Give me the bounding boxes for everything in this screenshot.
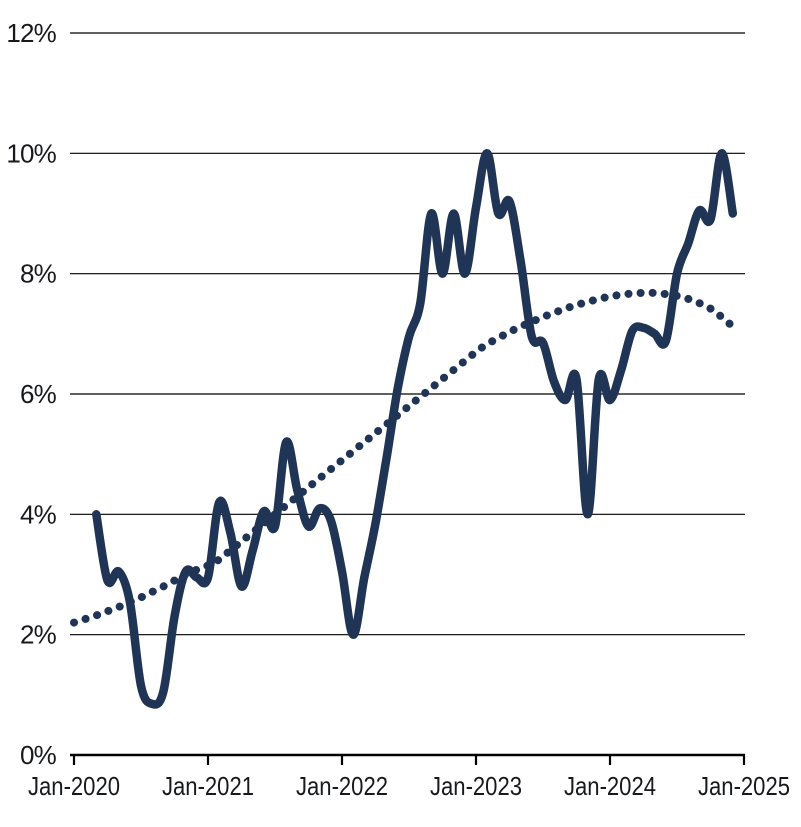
x-axis — [70, 753, 746, 765]
axis-labels: 0% 2% 4% 6% 8% 10% 12% Jan-2020 Jan-2021 Jan-2022… — [6, 18, 790, 801]
chart-series — [70, 149, 738, 709]
y-axis-tick-label: 6% — [20, 379, 57, 409]
y-axis-tick-label: 12% — [6, 18, 56, 48]
x-axis-tick-label: Jan-2021 — [162, 771, 254, 801]
x-axis-tick-label: Jan-2023 — [430, 771, 522, 801]
y-axis-tick-label: 0% — [20, 740, 57, 770]
y-axis-tick-label: 2% — [20, 620, 57, 650]
y-axis-tick-label: 10% — [6, 138, 56, 168]
y-axis-tick-label: 4% — [20, 499, 57, 529]
y-axis-tick-label: 8% — [20, 259, 57, 289]
x-axis-tick-label: Jan-2020 — [28, 771, 120, 801]
x-axis-tick-label: Jan-2025 — [698, 771, 790, 801]
x-axis-tick-label: Jan-2022 — [296, 771, 388, 801]
solid-series-path — [92, 149, 738, 709]
x-axis-tick-label: Jan-2024 — [564, 771, 656, 801]
gridlines — [70, 32, 745, 636]
